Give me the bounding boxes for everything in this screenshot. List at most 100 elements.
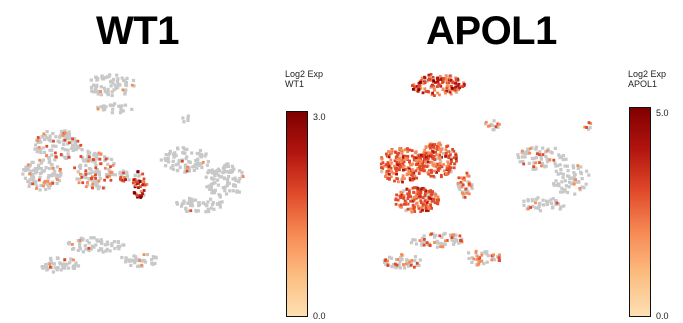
apol1-cell-point	[534, 156, 538, 160]
apol1-expressing-cell-point	[439, 245, 442, 248]
wt1-cell-point	[86, 183, 90, 187]
apol1-expressing-cell-point	[492, 253, 495, 257]
apol1-expressing-cell-point	[407, 169, 411, 173]
wt1-cell-point	[103, 243, 107, 247]
apol1-cell-point	[545, 202, 549, 206]
apol1-expressing-cell-point	[476, 263, 480, 267]
apol1-cell-point	[399, 178, 404, 182]
apol1-expressing-cell-point	[459, 239, 462, 242]
apol1-cell-point	[470, 260, 474, 264]
apol1-cell-point	[584, 182, 588, 186]
apol1-expressing-cell-point	[402, 168, 405, 172]
apol1-cell-point	[564, 184, 569, 188]
apol1-expressing-cell-point	[396, 258, 400, 261]
apol1-expressing-cell-point	[447, 165, 451, 168]
apol1-expressing-cell-point	[444, 74, 448, 77]
apol1-cell-point	[563, 188, 567, 192]
apol1-expressing-cell-point	[476, 255, 480, 259]
wt1-cell-point	[118, 171, 123, 175]
apol1-expressing-cell-point	[438, 157, 442, 161]
wt1-cell-point	[24, 165, 28, 169]
wt1-cell-point	[171, 159, 175, 163]
wt1-expressing-cell-point	[180, 159, 184, 163]
wt1-cell-point	[237, 180, 241, 184]
wt1-cell-point	[173, 151, 177, 155]
apol1-expressing-cell-point	[447, 78, 451, 82]
wt1-cell-point	[130, 107, 134, 111]
apol1-panel: APOL1 Log2 Exp APOL1 5.0 0.0	[342, 0, 683, 323]
apol1-cell-point	[551, 182, 556, 186]
apol1-cell-point	[561, 172, 565, 176]
apol1-expressing-cell-point	[433, 143, 437, 146]
apol1-cell-point	[541, 146, 545, 150]
wt1-cell-point	[21, 172, 25, 176]
apol1-expressing-cell-point	[417, 158, 421, 162]
apol1-expressing-cell-point	[449, 79, 453, 82]
wt1-cell-point	[87, 241, 91, 245]
wt1-cell-point	[34, 143, 38, 147]
apol1-expressing-cell-point	[414, 159, 418, 162]
apol1-expressing-cell-point	[449, 92, 453, 96]
apol1-expressing-cell-point	[419, 210, 423, 213]
apol1-cell-point	[582, 186, 586, 190]
wt1-cell-point	[112, 240, 116, 244]
apol1-cell-point	[389, 256, 394, 260]
wt1-expressing-cell-point	[86, 180, 89, 184]
apol1-cell-point	[561, 154, 565, 158]
wt1-expressing-cell-point	[94, 173, 97, 177]
apol1-expressing-cell-point	[576, 164, 580, 167]
apol1-expressing-cell-point	[445, 165, 449, 168]
wt1-cell-point	[92, 182, 96, 187]
apol1-cell-point	[523, 155, 527, 159]
apol1-expressing-cell-point	[414, 88, 418, 92]
apol1-expressing-cell-point	[398, 194, 402, 198]
wt1-cell-point	[124, 81, 129, 85]
wt1-cell-point	[113, 246, 117, 251]
apol1-cell-point	[397, 154, 401, 158]
wt1-cell-point	[107, 75, 111, 79]
wt1-cell-point	[187, 169, 191, 173]
apol1-cell-point	[549, 198, 553, 202]
apol1-expressing-cell-point	[398, 147, 402, 150]
wt1-cell-point	[197, 161, 201, 165]
wt1-cell-point	[125, 170, 129, 174]
apol1-expressing-cell-point	[434, 147, 437, 151]
apol1-expressing-cell-point	[413, 85, 416, 89]
apol1-cell-point	[526, 147, 530, 151]
wt1-expressing-cell-point	[91, 182, 95, 186]
apol1-expressing-cell-point	[390, 148, 394, 152]
apol1-expressing-cell-point	[439, 173, 443, 177]
apol1-expressing-cell-point	[401, 165, 405, 169]
wt1-expressing-cell-point	[104, 166, 107, 170]
wt1-cell-point	[115, 73, 119, 77]
apol1-cell-point	[516, 153, 520, 157]
wt1-cell-point	[40, 171, 44, 175]
wt1-cell-point	[177, 160, 181, 164]
wt1-cell-point	[54, 266, 58, 270]
apol1-expressing-cell-point	[461, 85, 465, 88]
wt1-cell-point	[196, 209, 200, 213]
wt1-expressing-cell-point	[137, 186, 140, 189]
wt1-cell-point	[186, 116, 190, 120]
wt1-cell-point	[190, 199, 194, 203]
apol1-expressing-cell-point	[411, 168, 414, 171]
apol1-expressing-cell-point	[409, 195, 412, 198]
apol1-expressing-cell-point	[527, 207, 530, 211]
apol1-expressing-cell-point	[381, 167, 385, 170]
apol1-cell-point	[544, 154, 548, 158]
apol1-expressing-cell-point	[411, 178, 414, 182]
wt1-cell-point	[61, 139, 65, 143]
apol1-expressing-cell-point	[390, 170, 394, 173]
wt1-cell-point	[84, 247, 88, 251]
apol1-expressing-cell-point	[589, 122, 593, 125]
wt1-cell-point	[89, 236, 93, 240]
wt1-expressing-cell-point	[26, 163, 30, 167]
apol1-expressing-cell-point	[414, 195, 418, 199]
apol1-expressing-cell-point	[406, 150, 409, 154]
apol1-cell-point	[559, 155, 563, 159]
apol1-expressing-cell-point	[463, 178, 467, 182]
wt1-cell-point	[213, 191, 217, 195]
apol1-cell-point	[574, 180, 578, 184]
apol1-cell-point	[534, 145, 538, 149]
apol1-expressing-cell-point	[430, 232, 433, 236]
